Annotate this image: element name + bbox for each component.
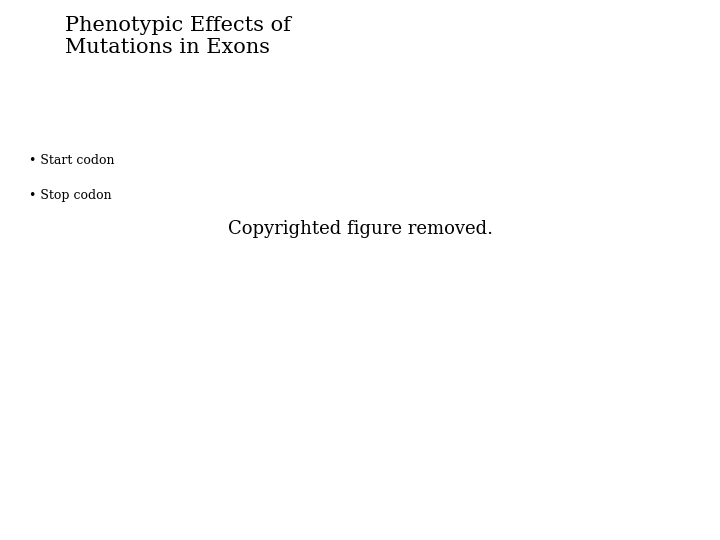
Text: • Stop codon: • Stop codon: [29, 189, 112, 202]
Text: Phenotypic Effects of
Mutations in Exons: Phenotypic Effects of Mutations in Exons: [65, 16, 291, 57]
Text: Copyrighted figure removed.: Copyrighted figure removed.: [228, 220, 492, 239]
Text: • Start codon: • Start codon: [29, 154, 114, 167]
